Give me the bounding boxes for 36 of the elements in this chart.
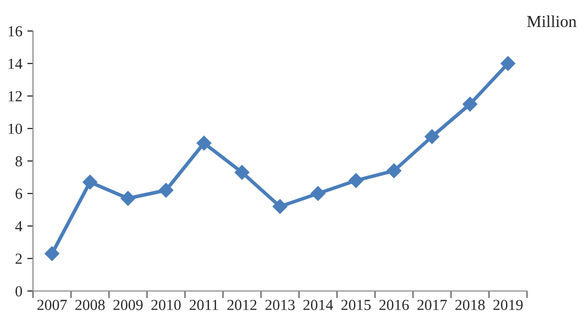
y-tick-label: 2 [16,254,22,264]
x-tick-label: 2010 [151,300,181,310]
y-tick-label: 10 [8,124,22,134]
point [196,136,212,151]
y-tick-label: 6 [16,188,22,199]
point [234,164,250,180]
y-tick-label: 12 [8,91,22,102]
point [272,199,288,214]
x-tick-label: 2012 [227,300,256,310]
y-tick-label: 0 [16,286,22,296]
x-tick-label: 2014 [303,300,334,310]
x-tick-label: 2015 [341,300,371,310]
x-tick-label: 2011 [190,300,218,310]
point [500,56,516,71]
x-tick-label: 2018 [455,300,485,310]
point [120,190,136,206]
point [44,246,60,262]
point [386,163,402,178]
x-tick-label: 2009 [113,300,143,310]
x-tick-label: 2017 [417,300,447,310]
x-tick-label: 2016 [379,300,409,310]
x-tick-label: 2008 [75,300,105,310]
y-tick-label: 14 [8,58,22,69]
x-tick-label: 2019 [493,300,523,310]
y-tick-label: 4 [15,221,22,232]
point [310,186,326,201]
point [82,174,98,190]
point [424,129,440,144]
y-tick-label: 16 [8,26,22,36]
y-axis-title: Million [527,15,576,28]
point [462,96,478,112]
point [158,182,174,198]
point [348,173,364,188]
x-tick-label: 2007 [37,300,67,310]
x-tick-label: 2013 [265,300,295,310]
y-tick-label: 8 [16,156,22,166]
